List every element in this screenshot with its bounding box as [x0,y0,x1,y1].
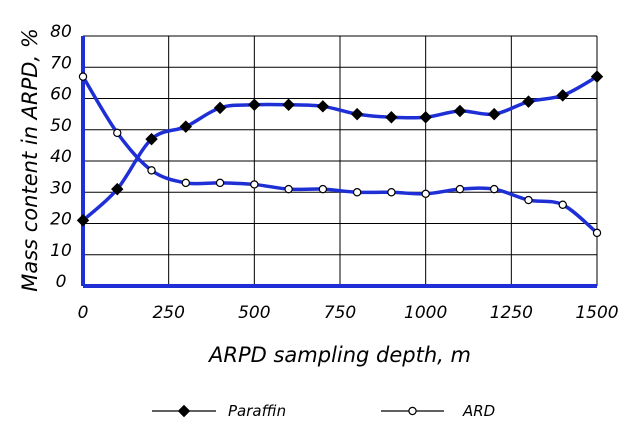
data-point-ard [490,184,499,194]
x-tick-label: 0 [78,303,89,323]
data-point-ard [284,184,293,194]
data-point-ard [147,166,156,175]
series-ard [78,72,602,238]
data-point-ard [387,188,396,197]
tick-labels: 0 250 500 750 1000 1250 1500 0 10 20 30 40 50 60 70 80 [50,22,618,323]
series-line-paraffin [81,74,599,223]
data-point-paraffin [76,214,90,227]
y-tick-label: 80 [50,22,72,42]
data-point-paraffin [213,101,227,115]
x-tick-label: 1250 [490,303,533,323]
data-point-paraffin [556,89,569,102]
grid [82,35,598,287]
y-tick-label: 50 [50,116,72,136]
x-tick-label: 1500 [575,303,618,323]
data-point-ard [215,178,225,188]
legend: Paraffin ARD [152,402,495,420]
data-point-paraffin [385,111,398,124]
data-point-paraffin [316,100,330,113]
y-axis-label: Mass content in ARPD, % [18,28,42,292]
y-tick-label: 70 [50,53,72,73]
data-point-ard [558,200,567,209]
series [76,70,604,238]
data-point-paraffin [487,107,501,121]
x-tick-label: 500 [238,303,270,323]
data-point-ard [78,72,88,81]
data-point-ard [113,128,122,138]
y-tick-label: 30 [50,178,72,198]
x-tick-label: 750 [324,303,356,323]
data-point-paraffin [282,98,295,111]
x-axis-label: ARPD sampling depth, m [207,343,471,367]
y-tick-label: 60 [50,85,72,105]
legend-label-paraffin: Paraffin [228,402,286,420]
data-point-paraffin [145,132,158,146]
legend-item-paraffin: Paraffin [152,402,286,420]
data-point-ard [455,184,465,194]
data-point-ard [524,195,533,205]
data-point-paraffin [179,120,193,133]
data-point-paraffin [453,104,467,118]
legend-marker-paraffin [177,404,191,418]
series-paraffin [76,70,604,227]
data-point-paraffin [419,111,432,124]
data-point-paraffin [111,182,124,196]
y-tick-label: 0 [56,272,67,292]
x-tick-label: 250 [152,303,184,323]
data-point-ard [421,189,430,199]
data-point-ard [592,228,602,238]
legend-marker-ard [408,406,417,416]
y-tick-label: 40 [50,147,72,167]
data-point-paraffin [590,70,604,83]
x-tick-label: 1000 [404,303,447,323]
data-point-paraffin [350,107,364,121]
series-line-ard [81,74,599,235]
data-point-paraffin [522,95,535,108]
legend-item-ard: ARD [381,402,495,420]
data-point-paraffin [248,98,261,111]
data-point-ard [250,180,259,189]
data-point-ard [352,188,362,197]
legend-label-ard: ARD [462,402,495,420]
y-tick-label: 20 [50,210,72,230]
data-point-ard [318,184,328,194]
data-point-ard [181,178,190,188]
y-tick-label: 10 [50,241,72,261]
